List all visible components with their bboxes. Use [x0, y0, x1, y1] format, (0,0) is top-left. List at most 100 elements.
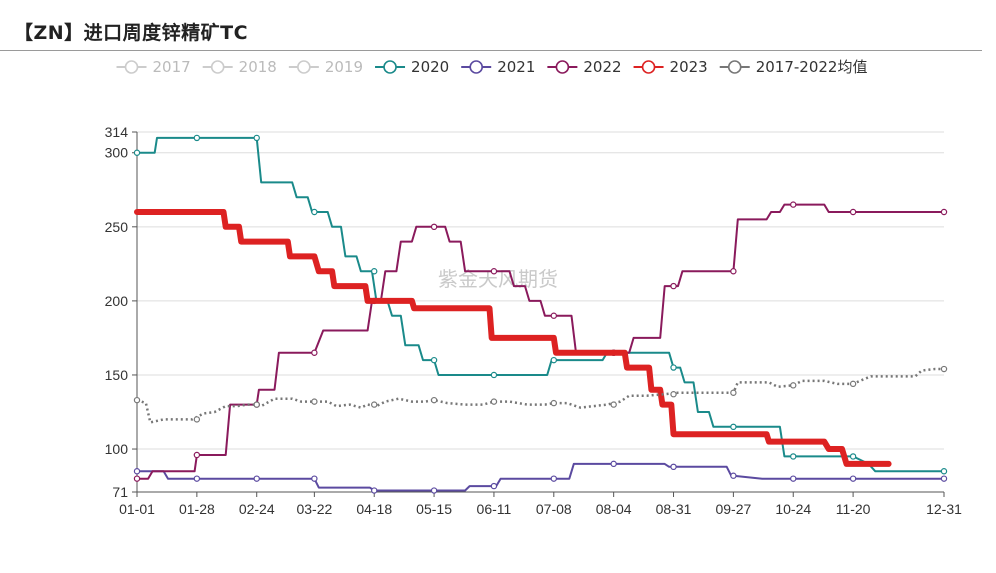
series-marker[interactable] — [940, 208, 948, 216]
legend-label: 2017 — [153, 58, 191, 76]
series-marker[interactable] — [849, 453, 857, 460]
series-marker[interactable] — [940, 365, 948, 373]
legend-label: 2019 — [325, 58, 363, 76]
legend-item-2017-2022均值[interactable]: 2017-2022均值 — [719, 58, 868, 76]
legend-item-2019[interactable]: 2019 — [288, 58, 363, 76]
y-tick-label: 250 — [105, 219, 129, 235]
legend-marker — [210, 60, 225, 74]
series-marker[interactable] — [253, 475, 260, 482]
series-marker[interactable] — [133, 468, 141, 475]
series-marker[interactable] — [790, 475, 797, 482]
legend[interactable]: 2017 2018 2019 2020 2021 2022 2023 2017-2022均值 — [116, 58, 868, 76]
series-marker[interactable] — [790, 201, 797, 208]
series-line-2020[interactable] — [136, 136, 945, 473]
x-tick-label: 01-28 — [179, 501, 215, 517]
x-tick-label: 12-31 — [926, 501, 962, 517]
series-lines[interactable] — [133, 134, 948, 494]
series-marker[interactable] — [430, 487, 438, 494]
series-marker[interactable] — [193, 134, 201, 142]
x-tick-label: 09-27 — [715, 501, 751, 517]
legend-label: 2022 — [583, 58, 621, 76]
series-marker[interactable] — [311, 349, 318, 356]
series-marker[interactable] — [311, 475, 318, 482]
series-marker[interactable] — [193, 475, 201, 482]
series-marker[interactable] — [730, 268, 737, 275]
y-tick-label: 150 — [105, 367, 129, 383]
legend-marker — [383, 60, 397, 74]
series-marker[interactable] — [133, 149, 141, 156]
x-tick-label: 08-31 — [656, 501, 692, 517]
series-marker[interactable] — [670, 282, 677, 290]
series-line-2023[interactable] — [134, 209, 892, 467]
legend-marker — [727, 60, 742, 74]
series-marker[interactable] — [790, 382, 797, 389]
legend-marker — [555, 60, 570, 74]
series-marker[interactable] — [730, 423, 737, 431]
legend-item-2021[interactable]: 2021 — [461, 58, 535, 76]
y-tick-label: 200 — [105, 293, 129, 309]
series-marker[interactable] — [670, 391, 677, 398]
legend-item-2023[interactable]: 2023 — [633, 58, 708, 76]
title-divider — [0, 50, 982, 51]
legend-label: 2021 — [497, 58, 535, 76]
legend-label: 2020 — [411, 58, 449, 76]
series-marker[interactable] — [311, 398, 318, 405]
series-marker[interactable] — [253, 401, 260, 408]
series-marker[interactable] — [670, 463, 677, 471]
series-marker[interactable] — [253, 134, 260, 142]
legend-marker — [124, 60, 139, 74]
series-marker[interactable] — [550, 312, 558, 319]
series-marker[interactable] — [133, 475, 141, 482]
legend-item-2022[interactable]: 2022 — [547, 58, 622, 76]
series-marker[interactable] — [670, 364, 677, 371]
x-tick-label: 05-15 — [416, 501, 452, 517]
series-marker[interactable] — [610, 460, 617, 468]
series-marker[interactable] — [371, 401, 378, 408]
legend-item-2018[interactable]: 2018 — [202, 58, 277, 76]
y-tick-label: 300 — [105, 145, 129, 161]
x-tick-label: 08-04 — [596, 501, 632, 517]
y-axis: 71 100 150 200 250 300 314 — [105, 124, 138, 500]
series-marker[interactable] — [371, 268, 378, 275]
series-marker[interactable] — [849, 208, 857, 216]
x-tick-label: 03-22 — [296, 501, 332, 517]
series-marker[interactable] — [610, 401, 617, 408]
series-marker[interactable] — [430, 356, 438, 364]
y-tick-label: 100 — [105, 441, 129, 457]
series-marker[interactable] — [490, 398, 498, 405]
series-marker[interactable] — [490, 482, 498, 490]
series-marker[interactable] — [490, 371, 498, 379]
legend-label: 2018 — [239, 58, 277, 76]
x-tick-label: 04-18 — [356, 501, 392, 517]
series-marker[interactable] — [790, 453, 797, 460]
series-marker[interactable] — [311, 208, 318, 216]
series-line-2022[interactable] — [136, 203, 945, 480]
series-marker[interactable] — [133, 396, 141, 404]
legend-item-2017[interactable]: 2017 — [116, 58, 191, 76]
chart-title: 【ZN】进口周度锌精矿TC — [14, 22, 249, 44]
series-marker[interactable] — [430, 223, 438, 231]
series-marker[interactable] — [490, 268, 498, 275]
legend-marker — [641, 60, 656, 74]
series-marker[interactable] — [430, 396, 438, 404]
series-marker[interactable] — [193, 451, 201, 459]
y-tick-label: 71 — [112, 484, 128, 500]
series-marker[interactable] — [550, 475, 558, 482]
legend-label: 2023 — [670, 58, 708, 76]
series-marker[interactable] — [940, 475, 948, 482]
x-tick-label: 02-24 — [239, 501, 275, 517]
series-marker[interactable] — [940, 468, 948, 475]
series-marker[interactable] — [730, 389, 737, 396]
x-axis: 01-01 01-28 02-24 03-22 04-18 05-15 06-11 07-08… — [119, 491, 962, 517]
x-tick-label: 06-11 — [477, 501, 512, 517]
series-marker[interactable] — [730, 472, 737, 479]
series-marker[interactable] — [193, 416, 201, 423]
series-marker[interactable] — [550, 399, 558, 407]
series-marker[interactable] — [849, 380, 857, 388]
series-marker[interactable] — [849, 475, 857, 482]
series-marker[interactable] — [550, 356, 558, 364]
series-marker[interactable] — [371, 487, 378, 494]
legend-item-2020[interactable]: 2020 — [375, 58, 449, 76]
y-tick-label: 314 — [105, 124, 129, 140]
